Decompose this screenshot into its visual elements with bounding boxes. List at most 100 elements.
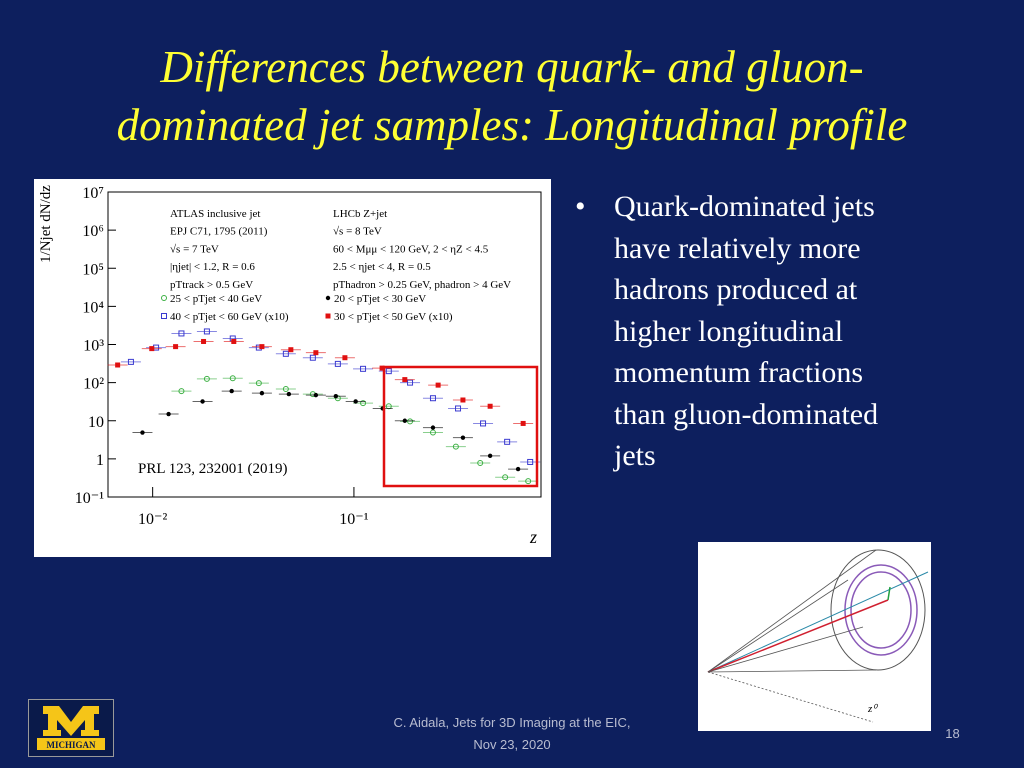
kt-vector <box>887 586 891 601</box>
legend-label: 40 < pTjet < 60 GeV (x10) <box>170 311 289 323</box>
marker <box>460 435 466 440</box>
marker <box>515 466 521 472</box>
x-tick-label: 10⁻² <box>138 511 167 528</box>
plot-note: ATLAS inclusive jet <box>170 208 260 220</box>
y-tick-label: 10⁶ <box>82 223 104 240</box>
series <box>107 338 534 426</box>
marker <box>429 429 436 436</box>
legend-entry: 40 < pTjet < 60 GeV (x10) <box>161 311 289 323</box>
marker <box>178 330 185 337</box>
marker <box>309 354 316 361</box>
y-tick-label: 10⁵ <box>82 261 104 278</box>
legend-label: 25 < pTjet < 40 GeV <box>170 293 262 305</box>
logo-svg: MICHIGAN <box>37 706 105 750</box>
cone-edge <box>707 549 877 673</box>
y-tick-label: 10³ <box>83 338 104 355</box>
marker <box>203 328 210 335</box>
marker <box>379 365 385 371</box>
plot-frame <box>107 191 542 498</box>
y-tick-label: 10² <box>83 376 104 393</box>
highlight-box <box>382 365 539 488</box>
y-tick-label: 10⁴ <box>82 299 104 316</box>
marker <box>282 386 289 393</box>
legend-marker <box>325 295 331 301</box>
y-tick-label: 10 <box>88 414 104 431</box>
legend-entry: 25 < pTjet < 40 GeV <box>161 293 262 305</box>
footer-line: Nov 23, 2020 <box>473 737 551 752</box>
x-axis-label: z <box>529 527 537 547</box>
legend-entry: 20 < pTjet < 30 GeV <box>325 293 426 305</box>
legend-entry: 30 < pTjet < 50 GeV (x10) <box>325 311 453 323</box>
marker <box>201 338 207 344</box>
logo: MICHIGAN <box>28 699 114 757</box>
outer-ring <box>830 549 926 671</box>
diagram-label: z⁰ <box>867 703 878 715</box>
diagram-svg: z⁰ <box>707 549 929 723</box>
legend-label: 20 < pTjet < 30 GeV <box>334 293 426 305</box>
y-tick-label: 10⁻¹ <box>75 490 104 507</box>
legend-label: 30 < pTjet < 50 GeV (x10) <box>334 311 453 323</box>
marker <box>385 368 392 375</box>
marker <box>166 411 171 417</box>
cone-edge <box>707 669 877 673</box>
marker <box>231 338 237 344</box>
page-number: 18 <box>945 726 960 741</box>
marker <box>402 418 408 423</box>
marker <box>313 350 319 356</box>
marker <box>178 388 185 395</box>
marker <box>435 382 441 388</box>
marker <box>502 474 509 481</box>
y-axis-label: 1/Njet dN/dz <box>38 185 54 263</box>
plot-note: 60 < Mμμ < 120 GeV, 2 < ηZ < 4.5 <box>333 243 489 255</box>
track <box>707 579 849 673</box>
marker <box>115 362 121 368</box>
marker <box>460 397 466 403</box>
plot-note: √s = 8 TeV <box>333 226 382 238</box>
marker <box>286 391 292 397</box>
legend-marker <box>161 295 167 301</box>
marker <box>288 347 294 353</box>
legend-marker <box>161 313 167 319</box>
marker <box>407 418 414 425</box>
marker <box>452 443 459 450</box>
marker <box>430 425 436 430</box>
bullet-text: Quark-dominated jets have relatively more… <box>614 186 878 477</box>
marker <box>527 458 534 465</box>
marker <box>429 395 436 402</box>
y-tick-label: 10⁷ <box>82 185 104 202</box>
footer-line: C. Aidala, Jets for 3D Imaging at the EI… <box>393 715 631 730</box>
x-tick-label: 10⁻¹ <box>339 511 368 528</box>
marker <box>360 365 367 372</box>
hadron-vector <box>707 599 889 673</box>
marker <box>173 344 179 350</box>
marker <box>525 478 532 485</box>
footer: C. Aidala, Jets for 3D Imaging at the EI… <box>352 712 672 756</box>
logo-text: MICHIGAN <box>47 740 96 750</box>
marker <box>402 377 408 383</box>
legend-marker <box>325 313 331 319</box>
source-note: PRL 123, 232001 (2019) <box>138 461 287 477</box>
diagram: z⁰ <box>698 542 931 731</box>
plot-note: 2.5 < ηjet < 4, R = 0.5 <box>333 261 431 273</box>
chart: 10⁷ 10⁶ 10⁵ 10⁴ 10³ 10² 10 1 10⁻¹ 10⁻² 10⁻¹ z 1/Njet… <box>38 185 542 547</box>
marker <box>407 379 414 386</box>
bullet-line: have relatively more <box>614 231 861 265</box>
marker <box>140 430 145 435</box>
marker <box>520 420 526 426</box>
marker <box>200 399 205 404</box>
marker <box>203 375 210 382</box>
plot-note: pThadron > 0.25 GeV, phadron > 4 GeV <box>333 279 511 291</box>
bullet-line: momentum fractions <box>614 356 864 389</box>
marker <box>360 400 367 407</box>
marker <box>477 459 484 466</box>
figure: 10⁷ 10⁶ 10⁵ 10⁴ 10³ 10² 10 1 10⁻¹ 10⁻² 10⁻¹ z 1/Njet… <box>34 179 551 557</box>
y-tick-label: 1 <box>96 452 104 469</box>
logo-m <box>43 706 99 736</box>
marker <box>504 438 511 445</box>
marker <box>259 390 265 396</box>
bullet-line: hadrons produced at <box>614 273 858 306</box>
marker <box>480 420 487 427</box>
track <box>707 626 864 673</box>
marker <box>487 453 493 459</box>
